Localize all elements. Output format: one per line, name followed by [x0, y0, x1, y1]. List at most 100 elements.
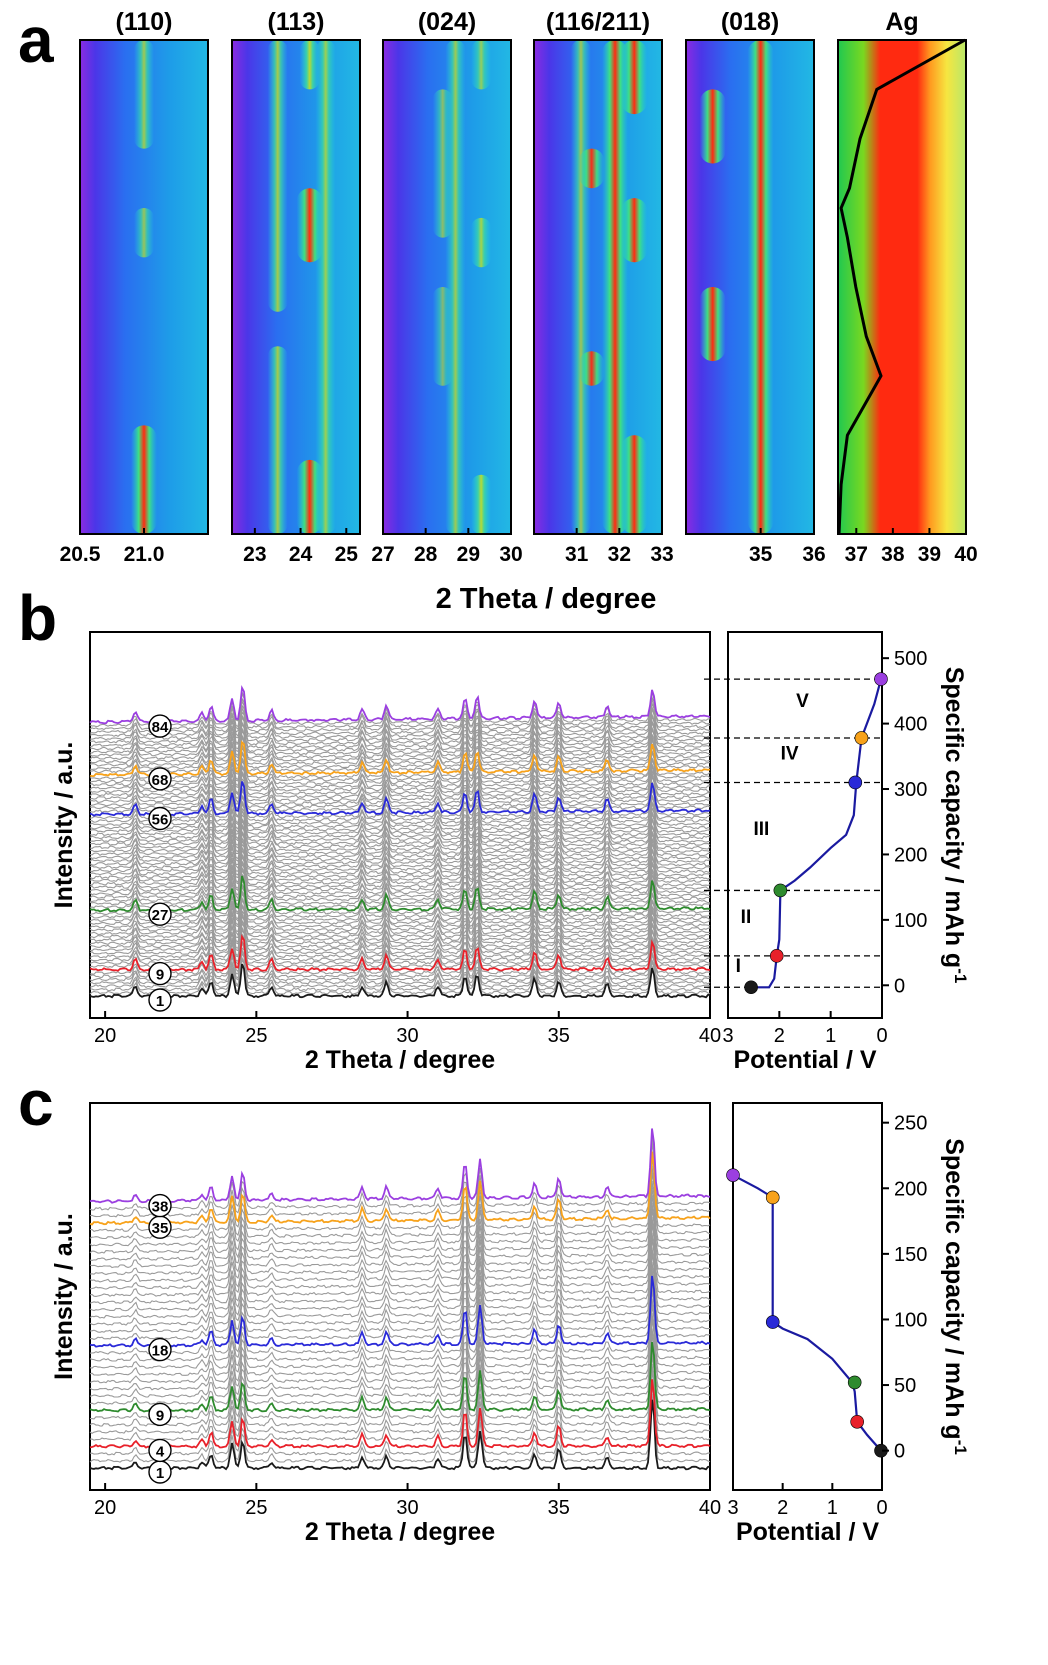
x-tick-label: 25: [245, 1025, 267, 1047]
xrd-pattern: [89, 744, 711, 780]
x-tick-label: 35: [548, 1025, 570, 1047]
x-tick-label: 0: [876, 1497, 887, 1519]
xrd-pattern: [90, 949, 711, 985]
pattern-index-label: 9: [156, 1407, 164, 1424]
xrd-pattern: [89, 860, 711, 896]
x-tick-label: 28: [414, 543, 438, 566]
xrd-pattern: [89, 957, 711, 995]
y-tick-label: 500: [894, 648, 927, 670]
x-axis-label: 2 Theta / degree: [305, 1518, 495, 1546]
x-tick-label: 39: [918, 543, 941, 566]
xrd-pattern: [89, 1247, 711, 1319]
xrd-pattern: [89, 769, 711, 807]
pattern-index-label: 68: [152, 772, 169, 789]
heatmap-peak: [570, 40, 591, 534]
y-tick-label: 100: [894, 910, 927, 932]
potential-profile-line: [837, 38, 966, 535]
xrd-pattern: [89, 840, 711, 876]
xrd-pattern: [89, 905, 711, 942]
heatmap-peak: [602, 40, 629, 534]
heatmap-peak: [747, 40, 774, 534]
y-tick-label: 200: [894, 844, 927, 866]
xrd-pattern: [89, 1304, 711, 1376]
xrd-pattern: [89, 777, 711, 814]
xrd-pattern: [89, 763, 711, 800]
xrd-pattern: [90, 816, 711, 853]
potential-marker: [854, 731, 869, 745]
xrd-pattern-highlight: [89, 1275, 711, 1348]
xrd-pattern: [89, 1363, 711, 1434]
xrd-pattern: [89, 868, 711, 906]
heatmap-4: (116/211) 31 32 33: [533, 8, 674, 566]
potential-marker: [765, 1315, 780, 1329]
xrd-pattern: [89, 823, 711, 860]
xrd-pattern: [89, 1238, 711, 1312]
pattern-index-badge: [148, 1337, 172, 1362]
pattern-index-label: 38: [152, 1199, 169, 1216]
pattern-index-label: 9: [156, 967, 164, 984]
heatmap-peak: [267, 346, 288, 534]
xrd-pattern: [89, 909, 711, 946]
heatmap-5: (018) 35 36: [685, 8, 826, 566]
pattern-index-badge: [148, 1193, 172, 1218]
xrd-pattern: [89, 806, 711, 843]
potential-marker: [847, 1375, 862, 1390]
xrd-pattern: [89, 852, 711, 889]
pattern-index-badge: [148, 767, 172, 791]
y-tick-label: 300: [894, 779, 927, 801]
xrd-pattern-highlight: [89, 875, 711, 913]
xrd-pattern: [89, 1187, 711, 1261]
xrd-pattern-highlight: [89, 1379, 711, 1449]
heatmap-peak: [621, 198, 648, 263]
pattern-index-label: 56: [152, 812, 169, 829]
xrd-pattern: [89, 721, 711, 760]
potential-frame: [732, 1102, 883, 1491]
pattern-index-label: 35: [152, 1220, 169, 1237]
xrd-pattern: [89, 1180, 711, 1254]
heatmap-peak: [267, 40, 288, 312]
potential-y-label: Specific capacity / mAh g-1: [940, 667, 970, 984]
pattern-index-label: 84: [152, 719, 169, 736]
heatmap-title: (024): [418, 8, 476, 36]
xrd-pattern: [89, 1195, 711, 1269]
xrd-pattern: [90, 902, 711, 939]
potential-marker: [765, 1190, 780, 1205]
xrd-pattern: [89, 758, 711, 797]
xrd-pattern: [89, 824, 711, 863]
xrd-pattern: [89, 751, 711, 787]
heatmap-background: [838, 40, 966, 534]
xrd-pattern: [89, 927, 710, 962]
xrd-pattern: [89, 1223, 711, 1297]
y-tick-label: 250: [894, 1113, 927, 1135]
region-label: III: [753, 819, 769, 840]
xrd-pattern: [89, 1202, 711, 1276]
xrd-pattern: [89, 1262, 711, 1333]
xrd-pattern-highlight: [89, 685, 711, 725]
xrd-pattern-highlight: [89, 963, 711, 999]
xrd-pattern: [89, 757, 711, 794]
x-tick-label: 24: [289, 543, 313, 566]
x-tick-label: 40: [699, 1497, 721, 1519]
xrd-pattern: [89, 1208, 711, 1283]
xrd-pattern: [89, 813, 711, 850]
region-label: II: [741, 907, 752, 928]
heatmap-peak: [578, 148, 605, 189]
heatmap-peak: [471, 217, 492, 268]
xrd-pattern: [89, 733, 711, 771]
xrd-pattern: [89, 1232, 711, 1305]
x-tick-label: 23: [243, 543, 266, 566]
heatmap-frame: [837, 39, 967, 535]
xrd-pattern: [89, 879, 711, 916]
heatmap-peak: [471, 40, 492, 90]
x-tick-label: 32: [608, 543, 631, 566]
panel-letter-c: c: [18, 1067, 54, 1139]
pattern-index-badge: [148, 1402, 172, 1427]
potential-y-label: Specific capacity / mAh g-1: [940, 1138, 970, 1455]
xrd-pattern: [90, 736, 710, 774]
xrd-frame: [89, 1102, 711, 1491]
region-label: I: [736, 956, 741, 977]
xrd-pattern: [89, 897, 711, 936]
xrd-pattern: [89, 720, 711, 757]
y-axis-label: Intensity / a.u.: [50, 742, 78, 909]
xrd-pattern: [89, 872, 711, 909]
